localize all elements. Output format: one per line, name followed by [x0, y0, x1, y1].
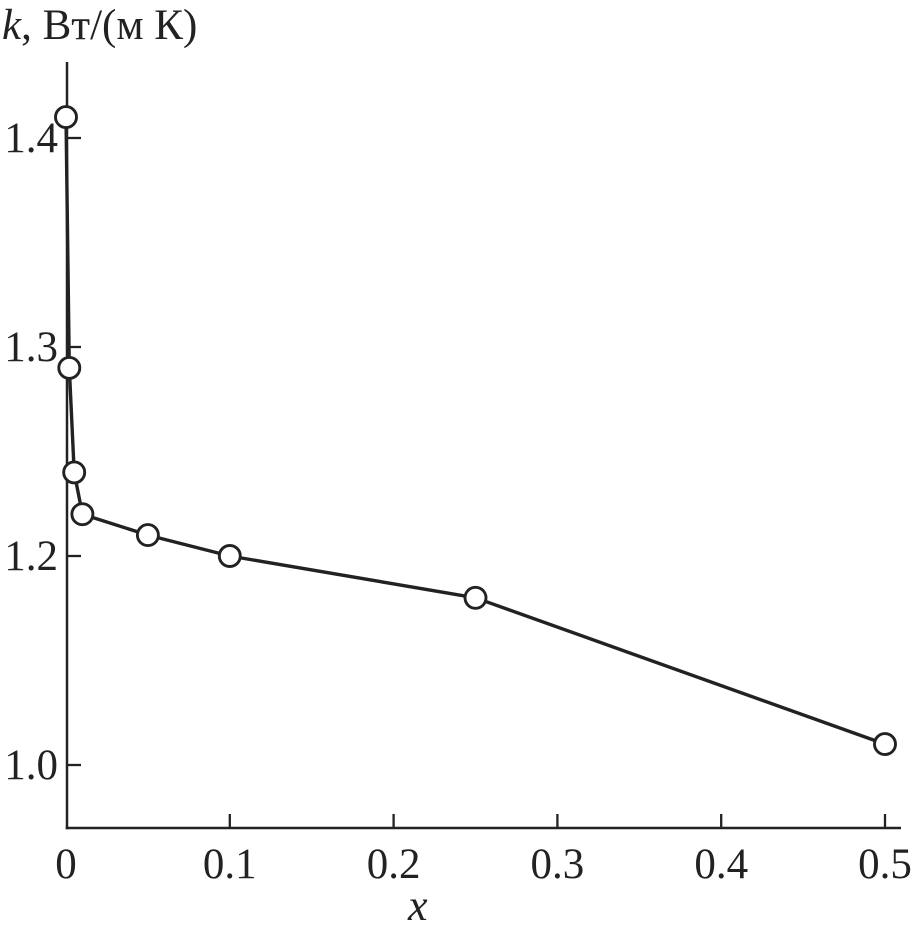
data-point-marker [70, 502, 95, 527]
x-tick-label: 0.1 [203, 841, 257, 888]
x-axis-title: x [408, 881, 428, 930]
data-line [64, 117, 886, 746]
data-point-marker [873, 732, 897, 757]
x-tick-label: 0.2 [367, 841, 421, 888]
data-point-marker [217, 544, 242, 568]
y-tick-label: 1.4 [4, 115, 58, 162]
data-point-marker [57, 355, 82, 380]
y-tick-label: 1.0 [4, 742, 58, 789]
y-axis-title-units: , Вт/(м К) [21, 2, 198, 49]
x-tick-label: 0.3 [531, 841, 585, 888]
y-tick-label: 1.2 [4, 533, 58, 580]
data-point-marker [463, 585, 488, 610]
x-tick-label: 0.4 [694, 841, 748, 888]
x-tick-label: 0.5 [858, 841, 911, 888]
y-axis-title: k, Вт/(м К) [2, 4, 197, 47]
x-tick-label: 0 [55, 841, 77, 888]
data-point-marker [54, 105, 78, 130]
data-point-marker [62, 460, 87, 485]
y-tick-label: 1.3 [4, 324, 58, 371]
data-point-marker [135, 523, 160, 548]
y-axis-title-symbol: k [2, 2, 22, 49]
